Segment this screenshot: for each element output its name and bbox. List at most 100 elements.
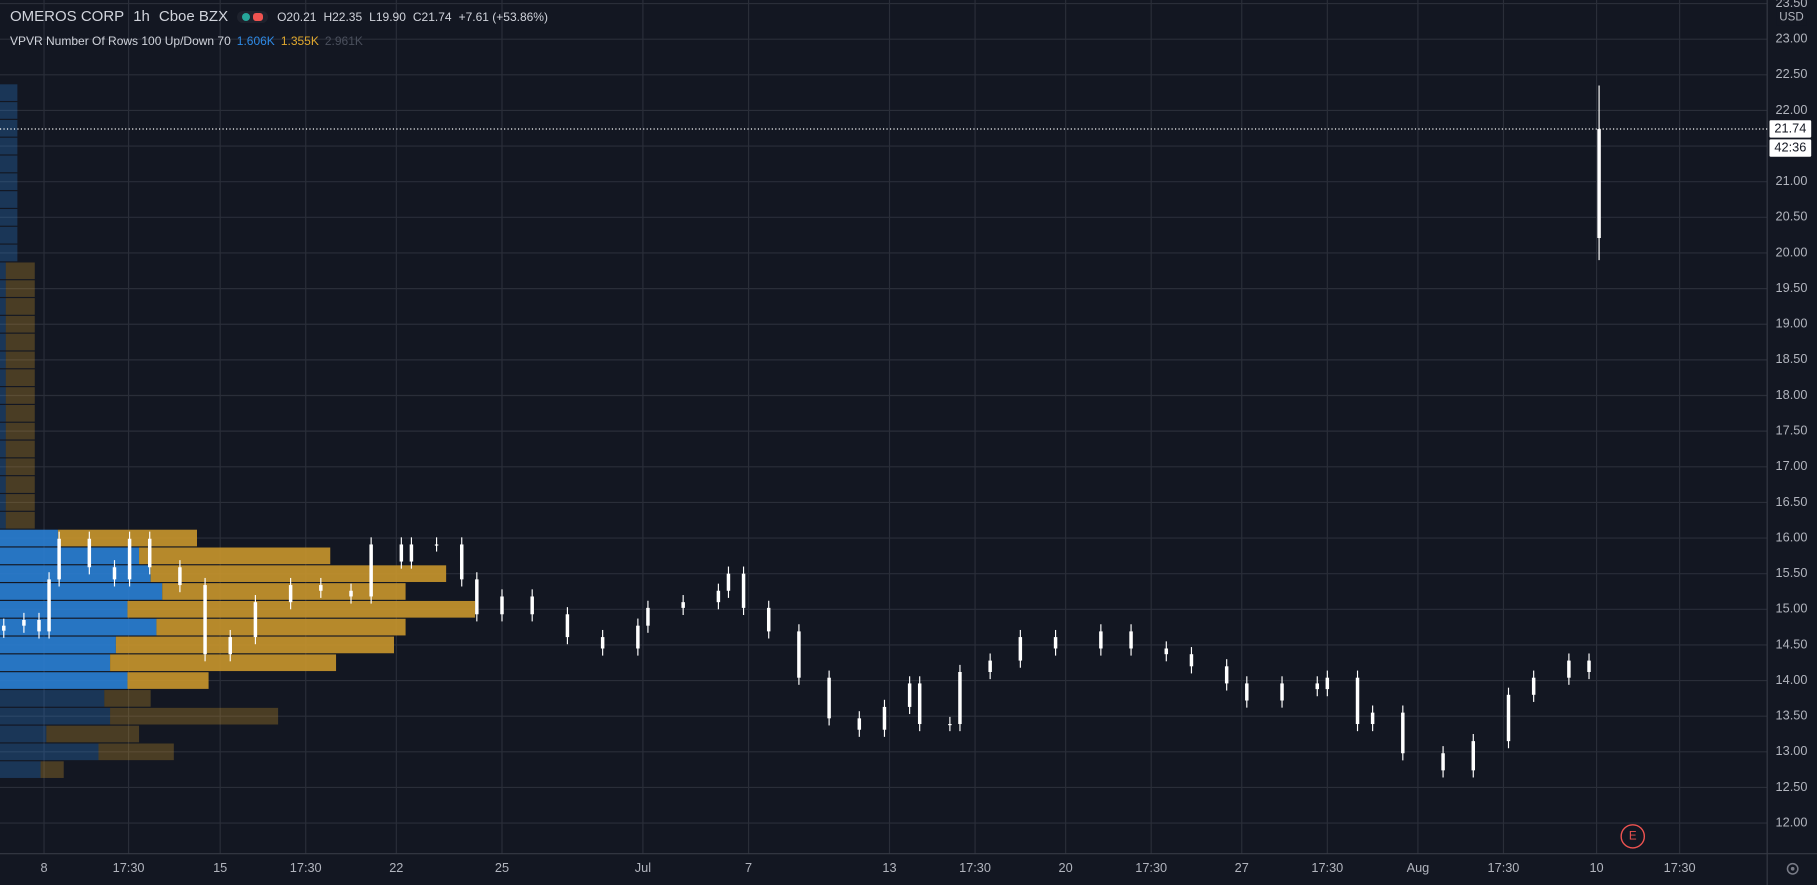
vp-up-bar [0, 226, 18, 244]
settings-icon[interactable] [1786, 862, 1799, 875]
x-tick-label: 15 [213, 860, 227, 875]
gear[interactable] [1786, 862, 1799, 875]
y-tick-label: 21.00 [1776, 173, 1808, 188]
candle-body [716, 590, 721, 603]
candle-body [500, 596, 504, 615]
vp-down-bar [5, 404, 35, 422]
vp-up-bar [0, 707, 111, 725]
candle-body [827, 677, 831, 719]
vp-down-bar [115, 636, 394, 654]
vp-down-bar [127, 600, 476, 618]
candle-body [988, 660, 992, 673]
candle-body [1370, 712, 1375, 725]
candle-body [87, 538, 92, 568]
countdown-tag [1769, 139, 1812, 157]
x-tick-label: 22 [389, 860, 403, 875]
y-tick-label: 19.50 [1776, 280, 1808, 295]
high: H22.35 [323, 10, 362, 24]
vp-down-bar [5, 298, 35, 315]
indicator-legend[interactable]: VPVR Number Of Rows 100 Up/Down 70 1.606… [10, 34, 363, 48]
currency-box [1776, 8, 1807, 26]
candle-body [1280, 683, 1284, 701]
vp-down-bar [127, 672, 209, 689]
y-tick-label: 22.00 [1776, 102, 1808, 117]
x-tick-label: 17:30 [1135, 860, 1167, 875]
vp-up-bar [0, 191, 18, 208]
candle-body [917, 683, 922, 725]
symbol[interactable]: OMEROS CORP [10, 8, 125, 25]
gear-center[interactable] [1790, 866, 1795, 871]
vp-up-bar [0, 173, 18, 191]
candle-body [1224, 666, 1229, 684]
currency: USD [1779, 11, 1803, 23]
vp-down-bar [5, 476, 35, 493]
high-label: H [323, 9, 333, 24]
close-label: C [412, 9, 422, 24]
vp-down-bar [40, 761, 64, 778]
candle-body [1099, 631, 1103, 649]
vp-up-bar [0, 511, 6, 529]
earnings-circle[interactable] [1620, 824, 1646, 849]
y-tick-label: 17.50 [1776, 422, 1808, 437]
candle-body [1164, 648, 1169, 655]
vp-down-bar [46, 725, 140, 743]
earnings-label[interactable]: E [1629, 830, 1637, 842]
vp-down-bar [98, 743, 174, 761]
candle-body [1506, 694, 1511, 742]
vp-down-bar [5, 494, 35, 511]
vp-down-bar [5, 387, 35, 404]
vp-up-bar [0, 636, 116, 654]
vp-up-bar [0, 351, 6, 369]
last-price-tag [1769, 120, 1812, 138]
vp-up-bar [0, 600, 128, 618]
interval[interactable]: 1h [133, 8, 150, 25]
candle-body [766, 607, 771, 632]
candle-body [203, 585, 207, 655]
y-tick-label: 22.50 [1776, 66, 1808, 81]
candle-body [2, 625, 6, 631]
candle-body [1441, 753, 1445, 771]
candle-body [741, 573, 746, 608]
vp-up-bar [0, 387, 6, 404]
status-icons[interactable] [237, 10, 269, 23]
vp-down-bar [57, 529, 197, 547]
header: OMEROS CORP 1h Cboe BZX O20.21 H22.35 L1… [10, 8, 548, 25]
vp-up-bar [0, 529, 58, 547]
candle-body [1471, 741, 1476, 771]
vp-down-bar [5, 262, 35, 280]
vp-up-bar [0, 725, 47, 743]
candle-body [1567, 660, 1571, 678]
vp-up-bar [0, 333, 6, 351]
y-tick-label: 18.00 [1776, 387, 1808, 402]
low-value: 19.90 [375, 9, 406, 24]
candle-body [434, 544, 439, 546]
candle-body [907, 683, 912, 707]
x-tick-label: 17:30 [959, 860, 991, 875]
vp-up-bar [0, 494, 6, 511]
candle-body [1531, 677, 1536, 695]
close: C21.74 [413, 10, 452, 24]
x-tick-label: 25 [495, 860, 509, 875]
vp-up-bar [0, 244, 18, 262]
indicator-name: VPVR Number Of Rows 100 Up/Down 70 [10, 34, 231, 48]
y-tick-label: 12.00 [1776, 814, 1808, 829]
candle-body [530, 596, 534, 615]
candle-body [1315, 683, 1320, 690]
candle-body [37, 619, 41, 632]
vp-up-bar [0, 690, 105, 707]
candle-body [127, 538, 132, 580]
candle-body [369, 544, 373, 597]
y-tick-label: 16.50 [1776, 494, 1808, 509]
candle-body [681, 602, 685, 608]
vp-up-bar [0, 298, 6, 315]
data-status [253, 12, 264, 21]
candle-body [319, 585, 323, 591]
up-volume: 1.606K [236, 34, 275, 48]
market-status [242, 12, 251, 21]
open-value: 20.21 [286, 9, 317, 24]
candles [2, 85, 1601, 778]
candle-body [726, 573, 731, 591]
earnings-marker[interactable]: E [1620, 824, 1646, 849]
